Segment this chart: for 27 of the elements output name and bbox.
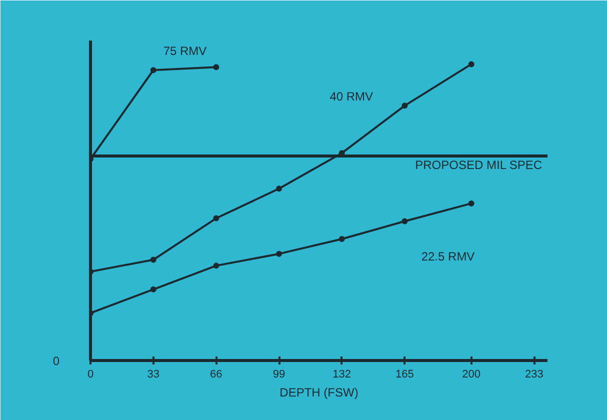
point xyxy=(402,218,408,224)
text: 0 xyxy=(52,354,60,368)
ref-line-label: PROPOSED MIL SPEC xyxy=(415,158,542,172)
point xyxy=(338,236,345,242)
point xyxy=(213,64,220,70)
point xyxy=(468,61,474,68)
x-tick-label: 33 xyxy=(147,368,160,380)
point xyxy=(468,200,474,206)
point xyxy=(213,262,220,269)
x-tick-label: 0 xyxy=(87,368,94,380)
x-tick-label: 200 xyxy=(462,368,481,380)
point xyxy=(276,186,282,192)
x-tick-label: 233 xyxy=(524,368,544,380)
text: 22.5 RMV xyxy=(421,249,475,264)
point xyxy=(213,215,220,222)
point xyxy=(276,250,282,257)
x-tick-label: 165 xyxy=(396,368,414,380)
x-tick-label: 132 xyxy=(332,368,352,380)
series-label: 40 RMV xyxy=(330,90,374,104)
x-tick-label: 99 xyxy=(272,368,286,380)
x-tick-label: 66 xyxy=(210,368,222,380)
point xyxy=(402,102,408,109)
point xyxy=(150,256,156,263)
point xyxy=(150,286,156,292)
series-label: 75 RMV xyxy=(163,44,207,58)
x-axis-title: DEPTH (FSW) xyxy=(280,386,358,400)
point xyxy=(150,67,156,74)
